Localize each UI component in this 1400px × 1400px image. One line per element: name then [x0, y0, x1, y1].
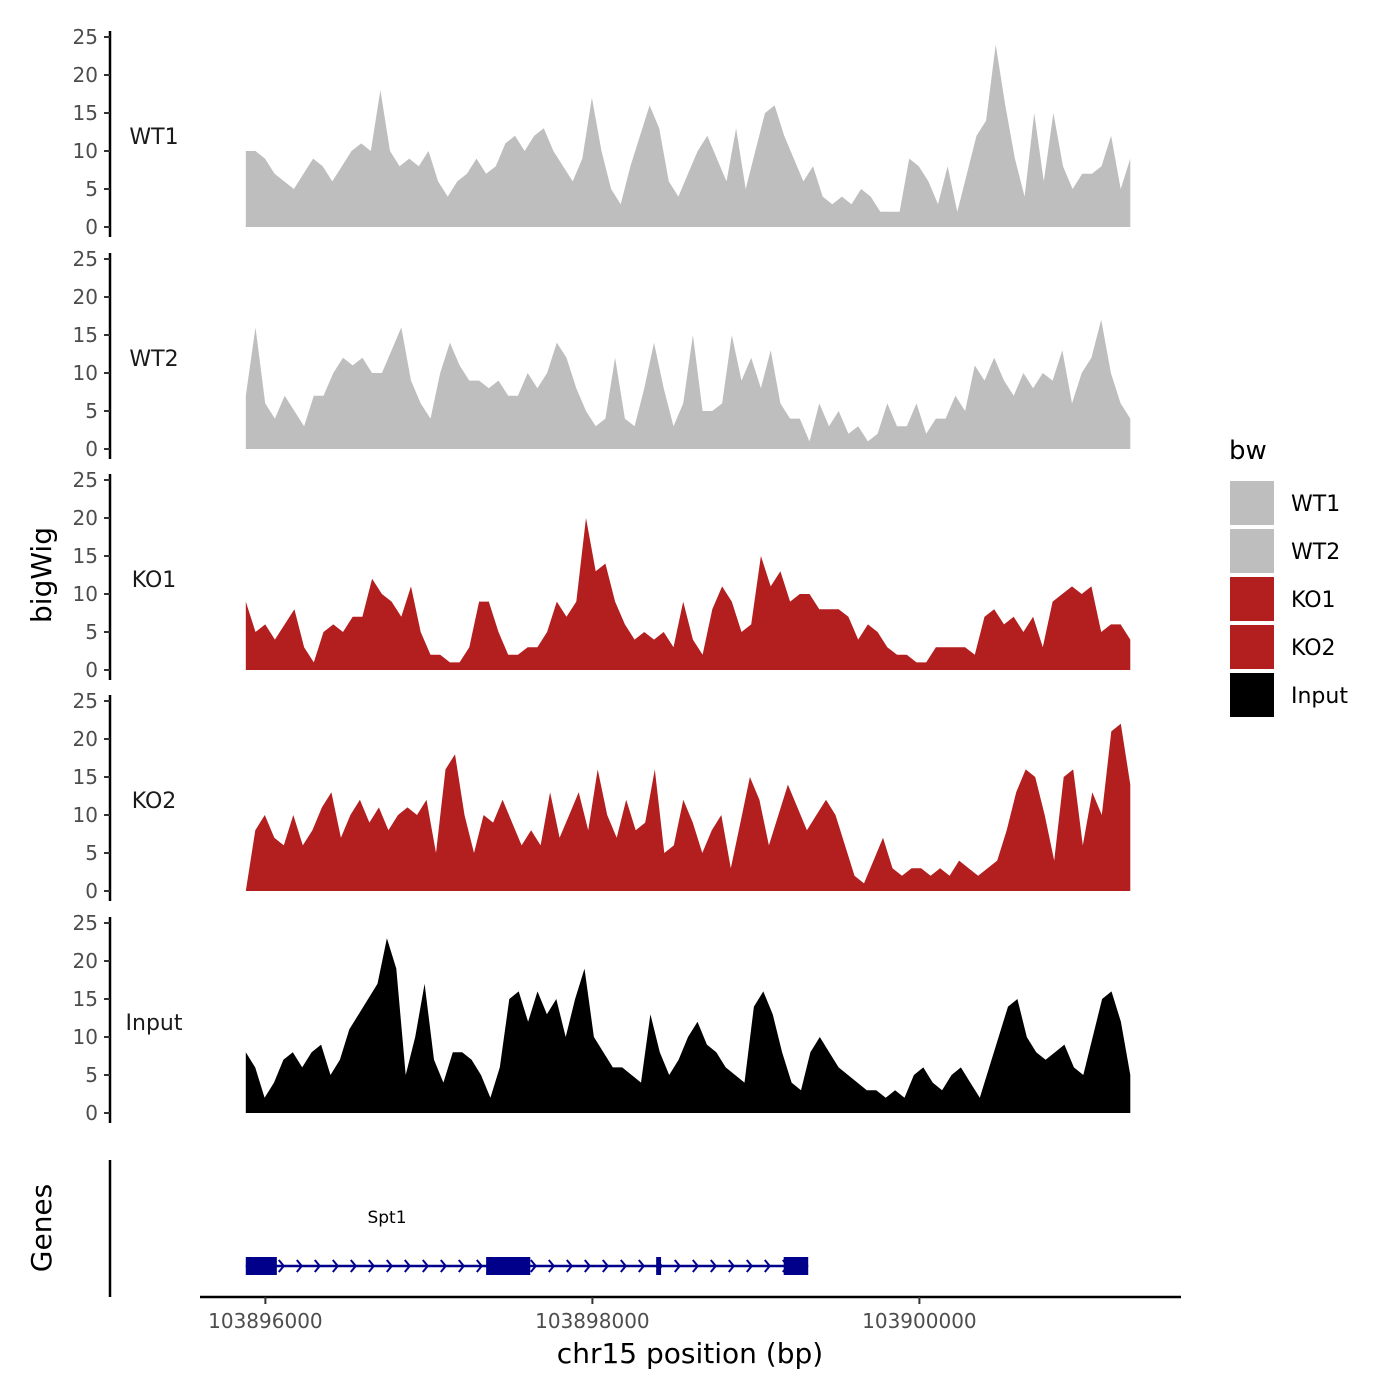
exon-block — [783, 1257, 809, 1275]
strand-chevron — [440, 1259, 448, 1273]
signal-area-ko2 — [245, 723, 1131, 891]
x-axis: 103896000 103898000 103900000 — [200, 1295, 1181, 1333]
y-tick-label: 0 — [85, 215, 98, 239]
track-wt2: 0 5 10 15 20 25 WT2 — [73, 247, 1131, 461]
strand-chevron — [746, 1259, 754, 1273]
strand-chevron — [332, 1259, 340, 1273]
strand-chevron — [278, 1259, 286, 1273]
y-tick-label: 25 — [73, 247, 98, 271]
strand-chevron — [476, 1259, 484, 1273]
genes-axis-title: Genes — [25, 1184, 58, 1272]
exon-block — [245, 1257, 277, 1275]
y-tick-label: 20 — [73, 506, 98, 530]
strand-chevron — [368, 1259, 376, 1273]
strand-chevron — [296, 1259, 304, 1273]
legend-swatch-ko1 — [1230, 577, 1274, 621]
track-wt1: 0 5 10 15 20 25 WT1 — [73, 25, 1131, 239]
track-ko2: 0 5 10 15 20 25 KO2 — [73, 689, 1131, 903]
y-tick-label: 5 — [85, 1063, 98, 1087]
strand-chevron — [386, 1259, 394, 1273]
y-tick-label: 5 — [85, 841, 98, 865]
y-tick-label: 5 — [85, 399, 98, 423]
strand-chevron — [458, 1259, 466, 1273]
track-label: WT2 — [129, 347, 178, 372]
strand-chevron — [620, 1259, 628, 1273]
x-tick-label: 103898000 — [535, 1309, 650, 1333]
strand-chevron — [764, 1259, 772, 1273]
y-tick-label: 10 — [73, 1025, 98, 1049]
strand-chevron — [530, 1259, 538, 1273]
strand-chevron — [422, 1259, 430, 1273]
y-tick-label: 20 — [73, 949, 98, 973]
strand-chevron — [548, 1259, 556, 1273]
legend-label-ko2: KO2 — [1291, 636, 1336, 661]
track-input: 0 5 10 15 20 25 Input — [73, 911, 1131, 1125]
track-ko1: 0 5 10 15 20 25 KO1 — [73, 468, 1131, 682]
legend-swatch-input — [1230, 673, 1274, 717]
y-tick-label: 25 — [73, 468, 98, 492]
legend-label-input: Input — [1291, 684, 1348, 709]
x-tick-label: 103900000 — [862, 1309, 977, 1333]
strand-chevron — [692, 1259, 700, 1273]
y-tick-label: 0 — [85, 879, 98, 903]
exon-block — [486, 1257, 531, 1275]
gene-panel: Spt1 — [108, 1160, 809, 1297]
y-tick-label: 10 — [73, 139, 98, 163]
strand-chevron — [350, 1259, 358, 1273]
y-tick-label: 20 — [73, 285, 98, 309]
y-tick-label: 10 — [73, 582, 98, 606]
y-tick-label: 25 — [73, 689, 98, 713]
gene-label: Spt1 — [367, 1208, 406, 1228]
signal-area-wt1 — [245, 44, 1131, 227]
signal-tracks: 0510152025WT10510152025WT20510152025KO10… — [73, 25, 1131, 1125]
y-tick-label: 0 — [85, 437, 98, 461]
y-tick-label: 10 — [73, 361, 98, 385]
strand-chevron — [566, 1259, 574, 1273]
legend-swatch-ko2 — [1230, 625, 1274, 669]
legend-swatch-wt2 — [1230, 529, 1274, 573]
transcript: Spt1 — [245, 1208, 809, 1275]
y-tick-label: 0 — [85, 658, 98, 682]
strand-chevron — [314, 1259, 322, 1273]
track-label: KO2 — [132, 789, 177, 814]
exon-block — [656, 1257, 662, 1275]
track-label: KO1 — [132, 568, 177, 593]
track-label: WT1 — [129, 125, 178, 150]
track-label: Input — [126, 1011, 183, 1036]
y-axis-title: bigWig — [25, 527, 58, 623]
strand-chevron — [674, 1259, 682, 1273]
strand-chevron — [638, 1259, 646, 1273]
strand-chevron — [404, 1259, 412, 1273]
y-tick-label: 25 — [73, 25, 98, 49]
y-tick-label: 15 — [73, 765, 98, 789]
signal-area-input — [245, 938, 1131, 1113]
y-tick-label: 15 — [73, 544, 98, 568]
strand-chevron — [602, 1259, 610, 1273]
legend-swatch-wt1 — [1230, 481, 1274, 525]
y-tick-label: 25 — [73, 911, 98, 935]
signal-area-ko1 — [245, 518, 1131, 670]
legend-label-ko1: KO1 — [1291, 588, 1336, 613]
strand-chevron — [584, 1259, 592, 1273]
legend-title: bw — [1229, 436, 1267, 466]
y-tick-label: 5 — [85, 620, 98, 644]
y-tick-label: 10 — [73, 803, 98, 827]
signal-area-wt2 — [245, 319, 1131, 449]
legend: bw WT1 WT2 KO1 KO2 Input — [1229, 436, 1348, 717]
y-tick-label: 15 — [73, 987, 98, 1011]
y-tick-label: 20 — [73, 727, 98, 751]
y-tick-label: 0 — [85, 1101, 98, 1125]
x-tick-label: 103896000 — [208, 1309, 323, 1333]
legend-label-wt1: WT1 — [1291, 492, 1340, 517]
x-axis-title: chr15 position (bp) — [557, 1337, 823, 1370]
y-tick-label: 5 — [85, 177, 98, 201]
legend-label-wt2: WT2 — [1291, 540, 1340, 565]
y-tick-label: 15 — [73, 323, 98, 347]
y-tick-label: 15 — [73, 101, 98, 125]
strand-chevron — [710, 1259, 718, 1273]
y-tick-label: 20 — [73, 63, 98, 87]
strand-chevron — [728, 1259, 736, 1273]
